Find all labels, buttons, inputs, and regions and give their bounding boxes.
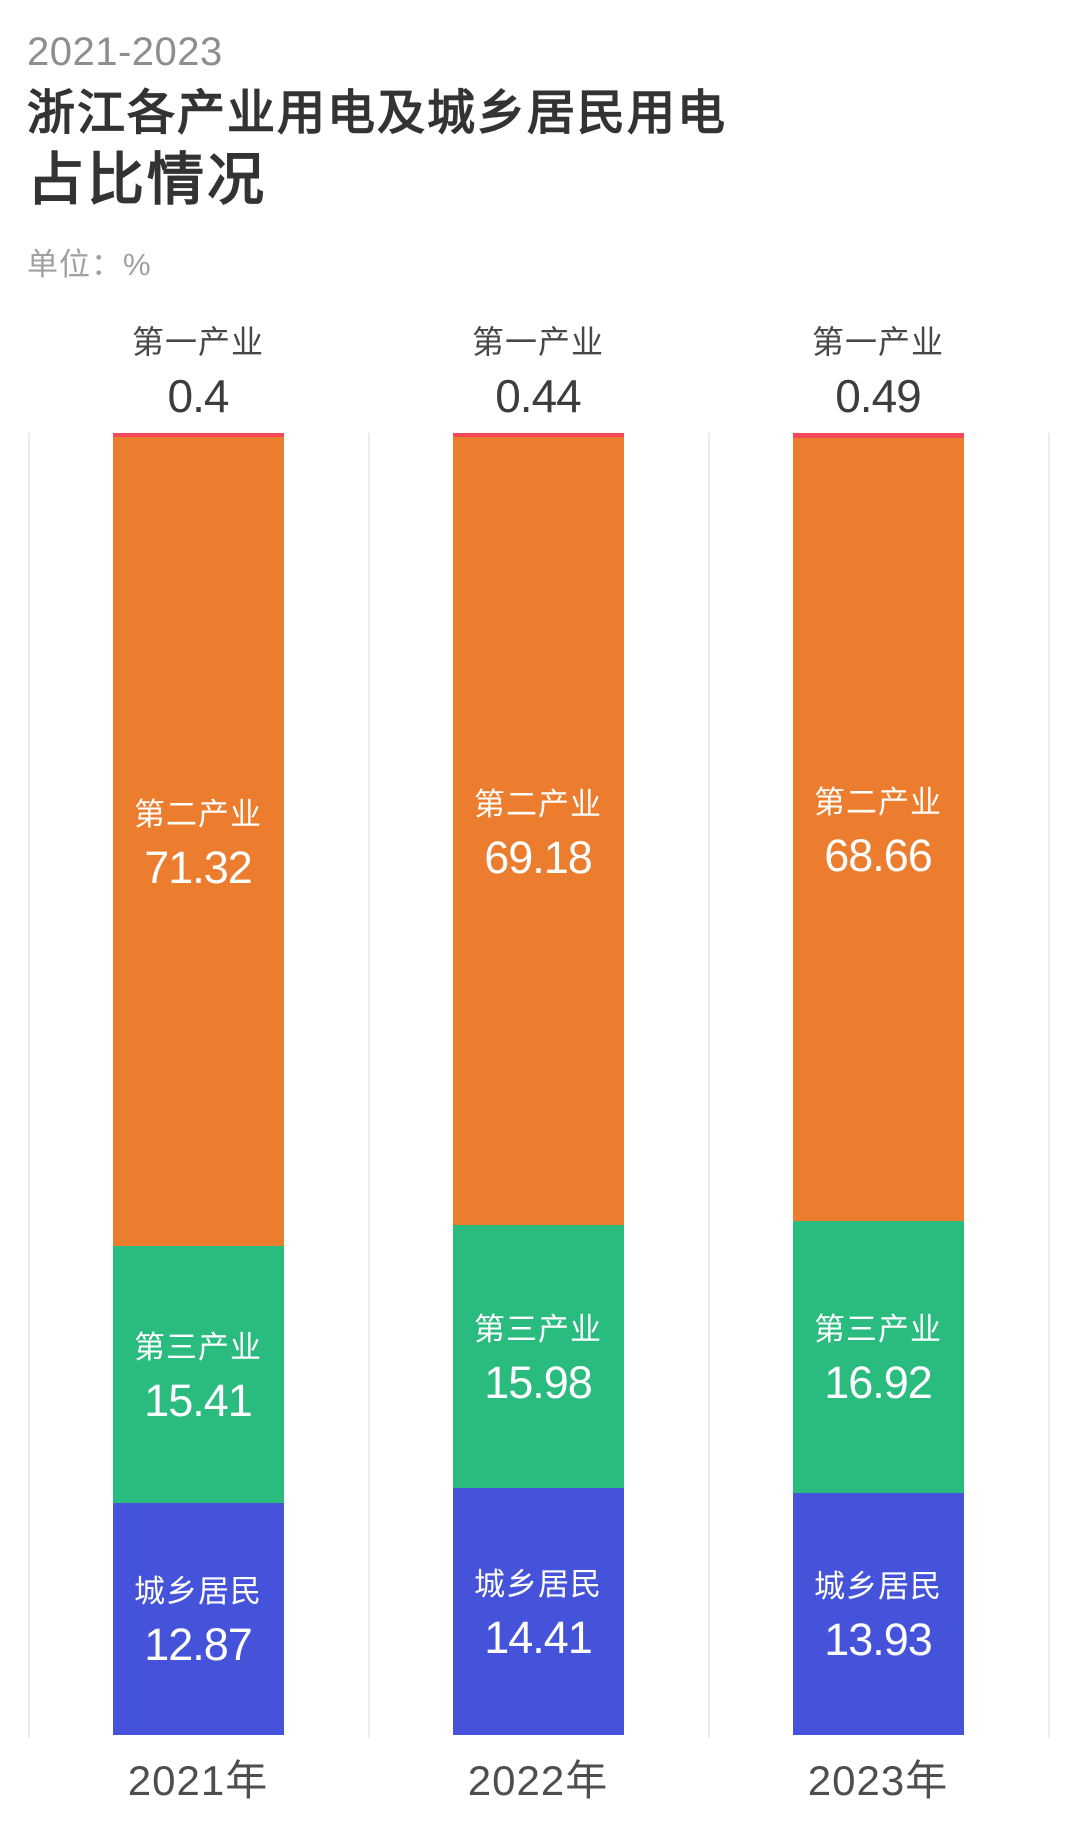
bar-segment-primary-industry [452, 433, 624, 438]
bar-segment-secondary-industry: 第二产业 69.18 [452, 437, 624, 1226]
grid-line [28, 433, 30, 1738]
segment-value-label: 0.44 [495, 370, 582, 422]
bar-segment-urban-rural-residents: 城乡居民 12.87 [112, 1502, 284, 1735]
above-bar-label: 第一产业 0.4 [132, 290, 264, 433]
x-axis-label: 2023年 [807, 1757, 949, 1804]
segment-label: 第三产业 15.41 [134, 1322, 262, 1427]
unit-label: 单位：% [27, 247, 152, 283]
x-axis-label: 2022年 [467, 1757, 609, 1804]
segment-name-label: 第二产业 [474, 786, 602, 822]
segment-name-label: 第三产业 [474, 1311, 602, 1347]
grid-line [1048, 433, 1050, 1738]
segment-name-label: 第一产业 [471, 324, 604, 360]
segment-value-label: 14.41 [484, 1611, 593, 1663]
x-axis-label: 2021年 [127, 1757, 269, 1804]
stacked-bar: 第二产业 68.66 第三产业 16.92 城乡居民 13.93 [792, 433, 964, 1735]
segment-name-label: 城乡居民 [474, 1566, 602, 1602]
segment-value-label: 0.4 [167, 370, 230, 422]
stacked-bar-chart: 第一产业 0.4 第二产业 71.32 第三产业 15.41 城乡居民 12.87 2021年第… [0, 290, 1080, 1827]
segment-name-label: 城乡居民 [134, 1574, 262, 1610]
segment-label: 城乡居民 12.87 [134, 1566, 262, 1671]
stacked-bar: 第二产业 71.32 第三产业 15.41 城乡居民 12.87 [112, 433, 284, 1735]
main-title-line-2: 占比情况 [27, 147, 267, 212]
bar-segment-urban-rural-residents: 城乡居民 14.41 [452, 1487, 624, 1735]
above-bar-label: 第一产业 0.49 [812, 290, 944, 433]
year-column: 第一产业 0.4 第二产业 71.32 第三产业 15.41 城乡居民 12.87 2021年 [28, 290, 368, 1808]
segment-label: 城乡居民 13.93 [814, 1561, 942, 1666]
bar-segment-secondary-industry: 第二产业 68.66 [792, 437, 964, 1221]
segment-label: 第二产业 68.66 [814, 777, 942, 882]
segment-value-label: 71.32 [144, 841, 253, 893]
segment-value-label: 15.41 [144, 1374, 253, 1426]
segment-value-label: 69.18 [484, 831, 593, 883]
segment-name-label: 第二产业 [814, 784, 942, 820]
segment-value-label: 15.98 [484, 1356, 593, 1408]
segment-name-label: 第一产业 [811, 324, 944, 360]
bar-segment-secondary-industry: 第二产业 71.32 [112, 436, 284, 1246]
segment-name-label: 第一产业 [131, 324, 264, 360]
segment-value-label: 16.92 [824, 1357, 933, 1409]
segment-value-label: 13.93 [824, 1614, 933, 1666]
segment-label: 第三产业 16.92 [814, 1304, 942, 1409]
segment-name-label: 第二产业 [134, 796, 262, 832]
segment-label: 第三产业 15.98 [474, 1304, 602, 1409]
segment-name-label: 第三产业 [814, 1312, 942, 1348]
segment-value-label: 68.66 [824, 829, 933, 881]
segment-value-label: 12.87 [144, 1619, 253, 1671]
stacked-bar: 第二产业 69.18 第三产业 15.98 城乡居民 14.41 [452, 433, 624, 1735]
segment-name-label: 城乡居民 [814, 1569, 942, 1605]
segment-label: 第二产业 71.32 [134, 789, 262, 894]
bar-segment-tertiary-industry: 第三产业 16.92 [792, 1220, 964, 1493]
grid-line [708, 433, 710, 1738]
year-column: 第一产业 0.49 第二产业 68.66 第三产业 16.92 城乡居民 13.93 2023年 [708, 290, 1048, 1808]
chart-header: 2021-2023 浙江各产业用电及城乡居民用电 占比情况 单位：% [0, 0, 1080, 284]
period-label: 2021-2023 [27, 30, 223, 74]
main-title-line-1: 浙江各产业用电及城乡居民用电 [27, 87, 728, 140]
segment-value-label: 0.49 [835, 370, 922, 422]
bar-segment-urban-rural-residents: 城乡居民 13.93 [792, 1492, 964, 1735]
bar-segment-primary-industry [112, 433, 284, 437]
segment-label: 城乡居民 14.41 [474, 1559, 602, 1664]
bar-segment-tertiary-industry: 第三产业 15.98 [452, 1225, 624, 1488]
bar-segment-primary-industry [792, 433, 964, 438]
segment-label: 第二产业 69.18 [474, 779, 602, 884]
year-column: 第一产业 0.44 第二产业 69.18 第三产业 15.98 城乡居民 14.41 2022年 [368, 290, 708, 1808]
segment-name-label: 第三产业 [134, 1329, 262, 1365]
bar-columns: 第一产业 0.4 第二产业 71.32 第三产业 15.41 城乡居民 12.87 2021年第… [28, 290, 1048, 1808]
grid-line [368, 433, 370, 1738]
above-bar-label: 第一产业 0.44 [472, 290, 604, 433]
bar-segment-tertiary-industry: 第三产业 15.41 [112, 1245, 284, 1503]
